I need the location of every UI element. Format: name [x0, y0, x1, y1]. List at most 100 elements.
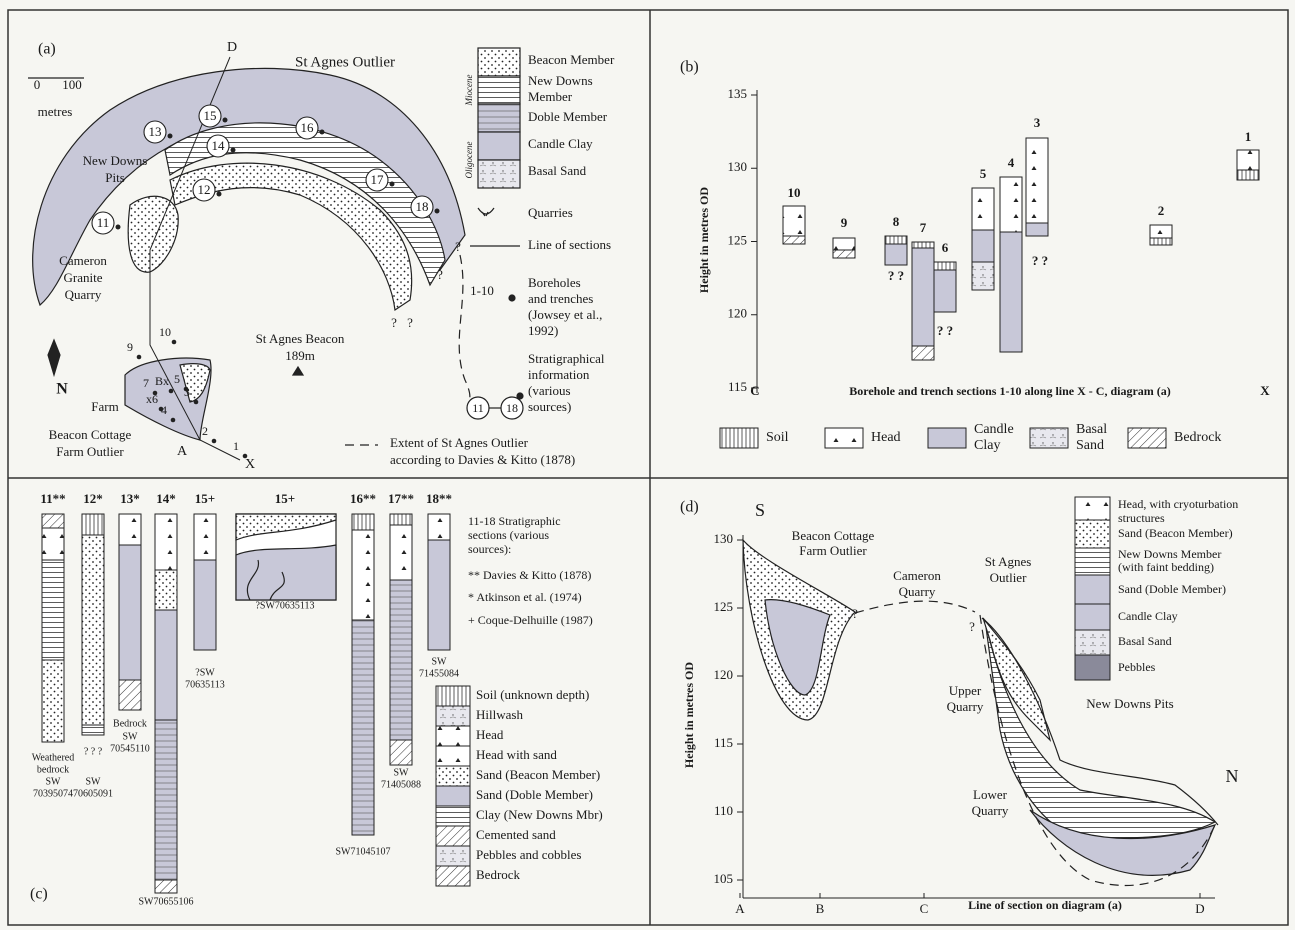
note: + Coque-Delhuille (1987) [468, 613, 593, 627]
place-name: Cameron [59, 253, 107, 268]
legend-swatch [478, 104, 520, 132]
grid-ref: SW [86, 776, 102, 787]
site-number: 12 [198, 182, 211, 197]
tick-label: 120 [728, 306, 748, 321]
legend-label: New Downs Member [1118, 547, 1221, 561]
legend-label: 1-10 [470, 283, 494, 298]
column-header: 12* [83, 491, 103, 506]
legend-label: Soil (unknown depth) [476, 687, 589, 702]
legend-swatch [436, 706, 470, 726]
note: sections (various [468, 528, 549, 542]
borehole-number: Bx [155, 374, 169, 388]
site-number: 13 [149, 124, 162, 139]
legend-label: Beacon Member [528, 52, 615, 67]
grid-ref: 70545110 [110, 743, 150, 754]
legend-label: Head, with cryoturbation [1118, 497, 1238, 511]
legend-swatch [1075, 655, 1110, 680]
place-name: 189m [285, 348, 315, 363]
legend-label: Candle [974, 422, 1014, 437]
borehole-unit [912, 248, 934, 346]
borehole-dot [212, 439, 217, 444]
legend-swatch [1075, 548, 1110, 575]
place-name: Granite [64, 270, 103, 285]
panel-label: (a) [38, 41, 56, 58]
site-dot [320, 130, 325, 135]
legend-swatch [436, 846, 470, 866]
tick-label: 125 [714, 599, 734, 614]
legend-label: Pebbles [1118, 660, 1156, 674]
place-name: Farm Outlier [56, 444, 124, 459]
borehole-unit [1237, 150, 1259, 170]
borehole-unit [783, 206, 805, 236]
section-number: 5 [980, 166, 987, 181]
query: ? ? [937, 323, 953, 338]
column-unit [82, 535, 104, 725]
column-unit [82, 725, 104, 735]
panel-label: (c) [30, 886, 48, 903]
column-header: 18** [426, 491, 452, 506]
place-name: New Downs Pits [1086, 696, 1173, 711]
axis-title: Height in metres OD [697, 187, 711, 293]
borehole-unit [885, 236, 907, 244]
place-name: Lower [973, 787, 1008, 802]
site-dot [168, 134, 173, 139]
site-number: 15 [204, 108, 217, 123]
place-name: St Agnes [985, 554, 1032, 569]
legend-swatch [478, 76, 520, 104]
section-end: C [750, 383, 759, 398]
tick-label: 115 [714, 735, 733, 750]
borehole-unit [912, 242, 934, 248]
legend-label: Extent of St Agnes Outlier [390, 435, 529, 450]
scale-label: 0 [34, 77, 41, 92]
borehole-number: 3 [184, 385, 190, 399]
legend-swatch [478, 160, 520, 188]
legend-label: Stratigraphical [528, 351, 605, 366]
column-header: 15+ [195, 491, 215, 506]
column-unit [390, 580, 412, 740]
column-unit [155, 514, 177, 570]
legend-label: structures [1118, 511, 1165, 525]
legend-swatch [1075, 520, 1110, 548]
place-name: Outlier [990, 570, 1027, 585]
legend-label: Basal [1076, 422, 1107, 437]
legend-label: (with faint bedding) [1118, 560, 1214, 574]
scale-label: 100 [62, 77, 82, 92]
legend-label: New Downs [528, 73, 593, 88]
legend-label: (Jowsey et al., [528, 307, 602, 322]
column-header: 16** [350, 491, 376, 506]
borehole-unit [885, 244, 907, 265]
legend-label: sources) [528, 399, 571, 414]
section-number: 8 [893, 214, 900, 229]
query: ? [455, 239, 461, 254]
grid-ref: SW71045107 [336, 846, 391, 857]
legend-swatch [436, 726, 470, 746]
place-name: Farm [91, 399, 118, 414]
query: ? [437, 267, 443, 282]
map-title: St Agnes Outlier [295, 54, 395, 70]
borehole-dot [243, 454, 248, 459]
section-number: 4 [1008, 155, 1015, 170]
site-number: 17 [371, 172, 385, 187]
legend-label: Candle Clay [528, 136, 593, 151]
section-end: A [177, 444, 188, 459]
section-number: 2 [1158, 203, 1165, 218]
section-end: X [245, 457, 255, 472]
column-header: 14* [156, 491, 176, 506]
tick-label: 110 [714, 803, 733, 818]
legend-label: Boreholes [528, 275, 581, 290]
place-name: Quarry [899, 584, 936, 599]
place-name: Quarry [972, 803, 1009, 818]
borehole-symbol [509, 295, 515, 301]
place-name: Beacon Cottage [792, 528, 875, 543]
column-unit [194, 514, 216, 560]
legend-label: Cemented sand [476, 827, 556, 842]
grid-ref: 70635113 [185, 679, 225, 690]
column-unit [42, 660, 64, 742]
grid-ref: Bedrock [113, 718, 147, 729]
section-number: 10 [788, 185, 801, 200]
borehole-dot [137, 355, 142, 360]
legend-label: 18 [506, 401, 518, 415]
legend-label: Bedrock [476, 867, 521, 882]
legend-label: Quarries [528, 205, 573, 220]
column-unit [428, 540, 450, 650]
